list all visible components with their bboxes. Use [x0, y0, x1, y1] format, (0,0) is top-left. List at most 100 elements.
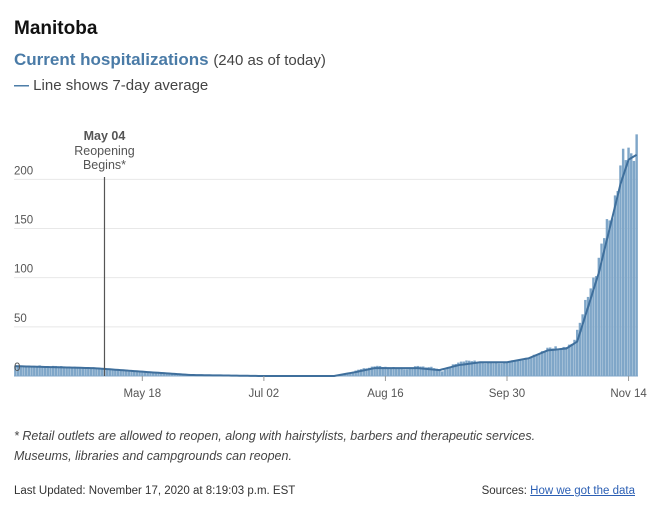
- x-tick-label: May 18: [123, 388, 161, 400]
- bar: [370, 366, 374, 376]
- bar: [122, 370, 125, 376]
- bar: [435, 368, 438, 376]
- bar: [33, 366, 36, 376]
- bar: [403, 369, 406, 376]
- bar: [489, 362, 492, 376]
- legend: — Line shows 7-day average: [14, 77, 208, 94]
- bar: [362, 368, 366, 376]
- bar: [30, 366, 33, 376]
- bar: [354, 370, 357, 376]
- bar: [124, 370, 128, 376]
- bar: [470, 361, 474, 376]
- bar: [14, 366, 17, 376]
- bar: [432, 368, 436, 376]
- bar: [357, 369, 360, 376]
- bar: [592, 277, 595, 376]
- bar: [554, 346, 557, 376]
- annotation-line-1: Reopening: [74, 144, 135, 158]
- bar: [465, 360, 468, 376]
- bar: [51, 365, 55, 376]
- bar: [462, 361, 465, 376]
- bar: [481, 362, 484, 376]
- bar: [603, 238, 606, 376]
- bar: [422, 366, 425, 376]
- bar: [573, 339, 576, 376]
- bar: [87, 368, 90, 376]
- bar: [586, 296, 590, 376]
- bar: [532, 354, 536, 376]
- bar: [413, 366, 417, 376]
- daily-bars: [14, 134, 638, 377]
- sources: Sources: How we got the data: [482, 485, 635, 497]
- bar: [521, 360, 525, 376]
- legend-label: Line shows 7-day average: [33, 77, 209, 94]
- bar: [395, 367, 398, 376]
- bar: [635, 134, 638, 376]
- bar: [570, 343, 574, 376]
- bar: [73, 366, 76, 376]
- bar: [438, 370, 441, 376]
- bar: [408, 368, 411, 376]
- bar: [605, 219, 609, 376]
- bar: [105, 369, 109, 376]
- bar: [451, 364, 455, 376]
- bar: [349, 372, 352, 376]
- sources-label: Sources:: [481, 485, 527, 497]
- bar: [154, 372, 158, 376]
- bar: [400, 368, 403, 376]
- bar: [35, 366, 39, 376]
- bar: [168, 373, 171, 376]
- bar: [548, 347, 552, 376]
- average-line: [15, 153, 638, 377]
- bar: [160, 373, 163, 376]
- bar: [368, 367, 371, 376]
- bar: [632, 160, 636, 376]
- bar: [446, 368, 449, 376]
- bar: [424, 367, 428, 376]
- bar: [170, 373, 174, 376]
- bar: [594, 276, 598, 376]
- bar: [440, 371, 444, 376]
- bar: [346, 373, 349, 376]
- hospitalizations-chart: 0 50 100 150 200 May 18 Jul 02 Aug 16 Sep 30 Nov…: [14, 129, 647, 400]
- bar: [576, 329, 579, 376]
- bar: [419, 366, 422, 376]
- bar: [543, 350, 547, 376]
- bar: [500, 363, 503, 376]
- bar: [505, 362, 509, 376]
- footnote-line-1: * Retail outlets are allowed to reopen, …: [14, 429, 536, 443]
- sources-link[interactable]: How we got the data: [530, 485, 635, 497]
- y-tick-label: 50: [14, 313, 27, 325]
- chart-title: Manitoba: [14, 18, 98, 39]
- bar: [365, 368, 368, 376]
- bar: [127, 370, 131, 376]
- bar: [578, 322, 582, 376]
- annotation-date: May 04: [84, 129, 126, 143]
- bar: [151, 372, 155, 376]
- y-tick-label: 0: [14, 362, 20, 374]
- bar: [378, 365, 382, 376]
- x-tick-label: Jul 02: [249, 388, 280, 400]
- bar: [173, 373, 176, 376]
- bar: [584, 299, 587, 376]
- bar: [351, 371, 355, 376]
- bar: [624, 160, 628, 376]
- bar: [162, 373, 166, 376]
- bar: [535, 355, 538, 376]
- bar: [92, 368, 95, 376]
- bar: [559, 348, 563, 376]
- bar: [486, 362, 490, 376]
- subtitle-highlight: Current hospitalizations: [14, 50, 209, 69]
- bar: [608, 220, 611, 376]
- bar: [492, 363, 495, 376]
- bar: [132, 370, 136, 376]
- bar: [389, 367, 393, 376]
- bar: [630, 153, 633, 376]
- bar: [386, 367, 390, 376]
- bar: [551, 348, 555, 376]
- bar: [97, 368, 101, 376]
- bar: [22, 365, 25, 376]
- bar: [54, 365, 58, 376]
- bar: [611, 218, 614, 376]
